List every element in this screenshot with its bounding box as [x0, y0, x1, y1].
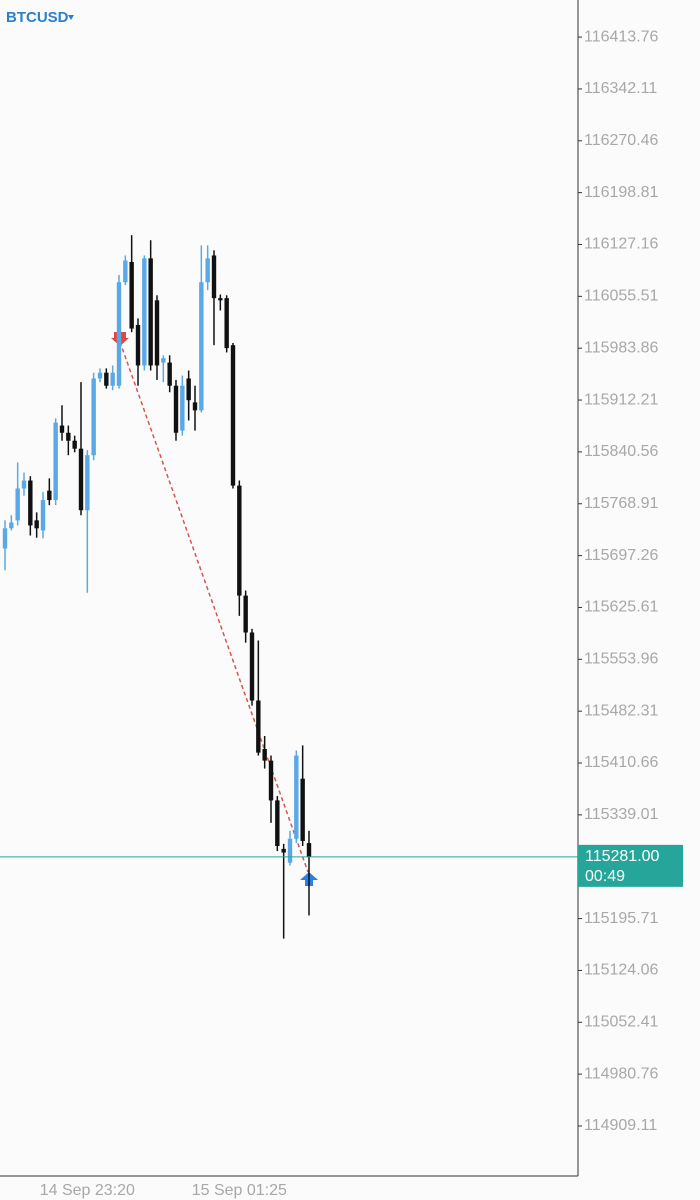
y-tick-label: 115124.06 — [584, 962, 659, 979]
candle-body — [300, 778, 305, 841]
candle-body — [173, 385, 179, 433]
y-tick-label: 115339.01 — [584, 806, 659, 823]
y-tick-label: 115912.21 — [584, 391, 659, 408]
candle-body — [180, 385, 185, 431]
y-tick-label: 115983.86 — [584, 339, 659, 356]
y-tick-label: 116198.81 — [584, 184, 659, 201]
candle-body — [34, 520, 39, 529]
y-tick-label: 115697.26 — [584, 547, 659, 564]
y-tick-label: 115052.41 — [584, 1013, 659, 1030]
candle-body — [53, 422, 58, 501]
candle-body — [148, 258, 153, 366]
symbol-title[interactable]: BTCUSD — [6, 9, 69, 26]
last-price-label: 115281.00 — [585, 848, 660, 865]
candle-body — [116, 282, 122, 386]
candle-body — [294, 755, 299, 839]
candle-body — [59, 425, 65, 433]
candle-body — [161, 358, 166, 363]
y-tick-label: 114980.76 — [584, 1065, 659, 1082]
candle-body — [268, 760, 274, 801]
candle-body — [262, 749, 267, 761]
candle-body — [224, 298, 229, 349]
y-tick-label: 115768.91 — [584, 495, 659, 512]
candle-body — [306, 843, 312, 857]
candle-body — [256, 700, 261, 753]
symbol-dropdown-icon[interactable] — [68, 15, 74, 20]
candle-body — [249, 632, 255, 701]
candle-body — [15, 488, 20, 521]
candle-body — [192, 402, 198, 411]
candle-body — [78, 448, 84, 511]
y-tick-label: 115625.61 — [584, 599, 659, 616]
y-tick-label: 116413.76 — [584, 28, 659, 45]
x-tick-label: 14 Sep 23:20 — [40, 1182, 135, 1199]
candle-body — [243, 595, 248, 633]
y-tick-label: 116342.11 — [584, 80, 657, 97]
candle-body — [211, 255, 217, 299]
y-tick-label: 116055.51 — [584, 288, 659, 305]
candle-body — [72, 440, 77, 449]
candle-body — [21, 480, 27, 489]
y-tick-label: 116127.16 — [584, 236, 659, 253]
candle-body — [2, 528, 8, 549]
y-tick-label: 115553.96 — [584, 651, 659, 668]
candle-body — [123, 260, 128, 283]
candle-body — [205, 258, 210, 283]
candle-body — [9, 522, 14, 529]
countdown-label: 00:49 — [585, 868, 625, 885]
candle-body — [91, 378, 96, 456]
candle-body — [66, 432, 71, 441]
candle-body — [110, 372, 115, 386]
candle-body — [275, 800, 280, 846]
y-tick-label: 115482.31 — [584, 702, 659, 719]
candle-body — [186, 378, 191, 401]
y-tick-label: 114909.11 — [584, 1117, 657, 1134]
candle-body — [230, 345, 236, 486]
candle-body — [97, 372, 103, 379]
candle-body — [28, 480, 33, 526]
candle-body — [129, 261, 134, 329]
last-price-box — [578, 844, 683, 887]
y-tick-label: 115410.66 — [584, 754, 659, 771]
candle-body — [281, 848, 286, 853]
candle-body — [237, 485, 242, 596]
candle-body — [85, 455, 90, 511]
candle-body — [135, 324, 141, 366]
candle-body — [142, 258, 147, 366]
candle-body — [40, 500, 46, 531]
candle-body — [104, 372, 109, 386]
candle-body — [199, 282, 204, 411]
candle-body — [287, 838, 293, 863]
y-tick-label: 115840.56 — [584, 443, 659, 460]
x-tick-label: 15 Sep 01:25 — [192, 1182, 287, 1199]
candle-body — [218, 298, 223, 301]
y-tick-label: 116270.46 — [584, 132, 659, 149]
candle-body — [47, 490, 52, 501]
trade-line — [119, 341, 309, 873]
y-tick-label: 115195.71 — [584, 910, 659, 927]
candle-body — [154, 300, 160, 366]
candle-body — [167, 362, 172, 386]
